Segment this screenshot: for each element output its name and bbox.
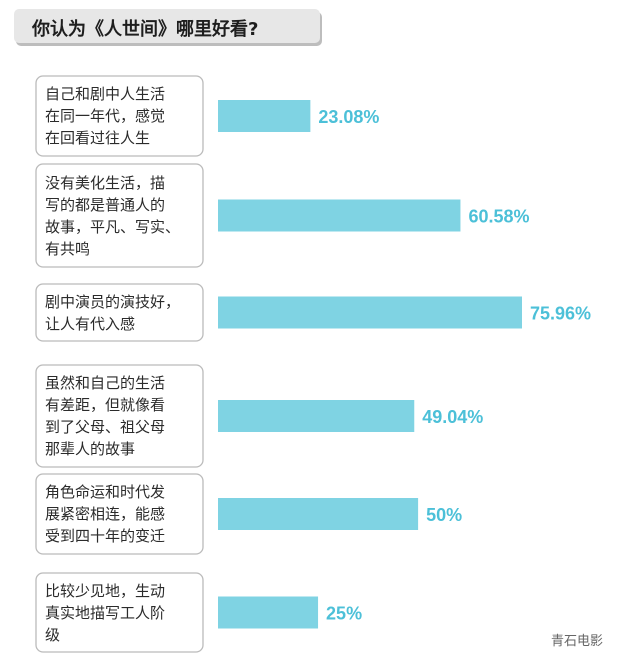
category-label: 虽然和自己的生活 有差距，但就像看 到了父母、祖父母 那辈人的故事: [45, 374, 166, 458]
value-label: 23.08%: [318, 107, 379, 127]
category-box: [35, 572, 204, 653]
category-box: [35, 163, 204, 268]
value-label: 50%: [426, 505, 462, 525]
bar: [218, 400, 415, 432]
value-label: 60.58%: [468, 207, 529, 227]
category-box: [35, 473, 204, 555]
title-box: 你认为《人世间》哪里好看?: [14, 9, 320, 43]
bar: [218, 498, 419, 530]
chart-title: 你认为《人世间》哪里好看?: [32, 19, 259, 40]
value-label: 25%: [326, 604, 362, 624]
watermark: 青石电影: [550, 634, 603, 649]
bar: [218, 296, 522, 329]
category-box: [35, 283, 204, 342]
value-label: 49.04%: [422, 407, 483, 427]
bar: [218, 199, 461, 232]
bar: [218, 100, 311, 132]
category-box: [35, 364, 204, 468]
category-label: 角色命运和时代发 展紧密相连，能感 受到四十年的变迁: [45, 483, 166, 545]
bar: [218, 596, 319, 629]
category-label: 自己和剧中人生活 在同一年代，感觉 在回看过往人生: [45, 85, 166, 147]
category-label: 比较少见地，生动 真实地描写工人阶 级: [45, 581, 166, 644]
category-label: 剧中演员的演技好， 让人有代入感: [45, 292, 181, 333]
category-box: [35, 75, 204, 157]
value-label: 75.96%: [530, 304, 591, 324]
category-label: 没有美化生活，描 写的都是普通人的 故事，平凡、写实、 有共鸣: [45, 173, 181, 258]
